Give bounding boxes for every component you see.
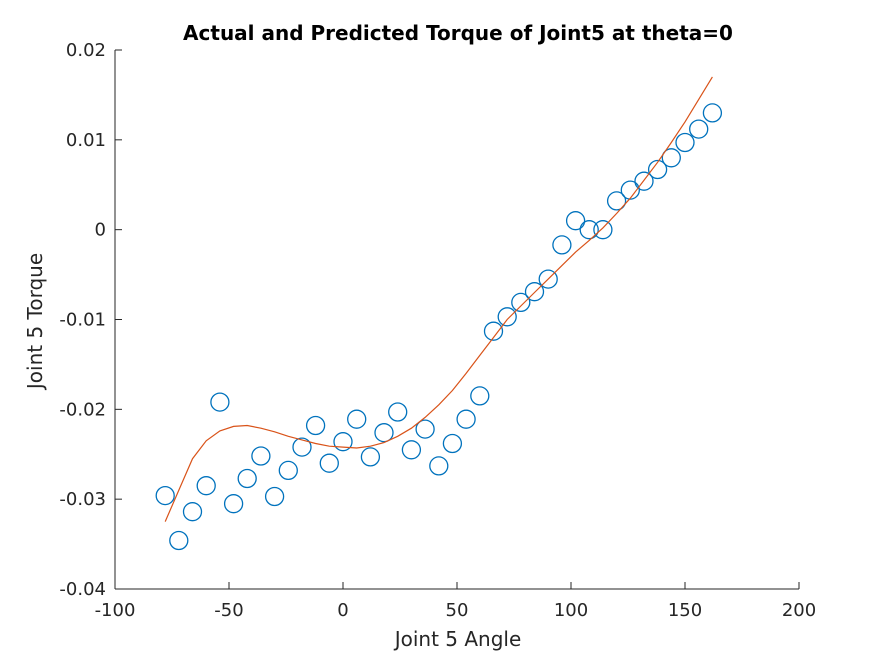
chart-title: Actual and Predicted Torque of Joint5 at…	[183, 21, 733, 45]
x-tick-label: 0	[337, 600, 348, 621]
x-axis-title: Joint 5 Angle	[393, 627, 522, 651]
y-tick-label: -0.02	[59, 399, 106, 420]
actual-torque-point	[347, 409, 367, 429]
actual-torque-point	[278, 460, 298, 481]
series-0	[155, 103, 723, 551]
x-tick-label: 200	[782, 600, 816, 621]
x-tick-label: 100	[554, 600, 588, 621]
actual-torque-point	[360, 447, 381, 467]
actual-torque-point	[429, 456, 449, 476]
actual-torque-point	[661, 148, 681, 168]
actual-torque-point	[319, 453, 339, 473]
actual-torque-point	[388, 402, 408, 422]
actual-torque-point	[292, 437, 312, 457]
actual-torque-point	[483, 321, 504, 341]
actual-torque-point	[470, 386, 490, 406]
actual-torque-point	[210, 392, 230, 412]
y-tick-label: 0.01	[66, 130, 106, 151]
x-tick-label: 50	[446, 600, 469, 621]
actual-torque-point	[333, 432, 353, 452]
x-tick-label: 150	[668, 600, 702, 621]
actual-torque-point	[579, 220, 599, 240]
actual-torque-point	[552, 235, 572, 255]
y-tick-label: 0.02	[66, 40, 106, 61]
actual-torque-point	[223, 494, 244, 514]
actual-torque-point	[155, 485, 175, 506]
actual-torque-point	[264, 486, 285, 507]
series-layer	[155, 76, 723, 551]
y-ticks: -0.04 -0.03 -0.02 -0.01 0 0.01 0.02	[59, 40, 122, 600]
actual-torque-point	[620, 180, 640, 200]
actual-torque-point	[442, 433, 463, 454]
x-tick-label: -100	[95, 600, 136, 621]
actual-torque-point	[606, 191, 627, 211]
actual-torque-point	[689, 119, 709, 139]
actual-torque-point	[634, 171, 654, 191]
actual-torque-point	[497, 307, 517, 327]
actual-torque-point	[524, 282, 545, 302]
y-tick-label: -0.03	[59, 489, 106, 510]
actual-torque-point	[456, 409, 476, 429]
predicted-torque-line	[164, 76, 713, 522]
actual-torque-point	[305, 415, 326, 436]
series-1	[164, 76, 713, 522]
actual-torque-point	[538, 269, 558, 289]
x-tick-label: -50	[214, 600, 243, 621]
y-tick-label: 0	[95, 220, 106, 241]
actual-torque-point	[169, 530, 189, 551]
actual-torque-point	[565, 211, 586, 231]
actual-torque-point	[675, 132, 695, 153]
x-ticks: -100 -50 0 50 100 150 200	[95, 582, 816, 621]
actual-torque-point	[374, 423, 394, 443]
axes	[114, 50, 799, 590]
actual-torque-point	[593, 220, 613, 240]
actual-torque-point	[182, 502, 203, 522]
actual-torque-point	[702, 103, 723, 123]
actual-torque-point	[251, 446, 271, 466]
y-axis-title: Joint 5 Torque	[23, 253, 47, 391]
actual-torque-point	[401, 440, 422, 460]
actual-torque-point	[511, 292, 531, 313]
actual-torque-point	[415, 419, 435, 439]
y-tick-label: -0.01	[59, 310, 106, 331]
actual-torque-point	[196, 476, 216, 496]
y-tick-label: -0.04	[59, 579, 106, 600]
actual-torque-point	[237, 468, 257, 489]
actual-torque-point	[647, 159, 668, 180]
